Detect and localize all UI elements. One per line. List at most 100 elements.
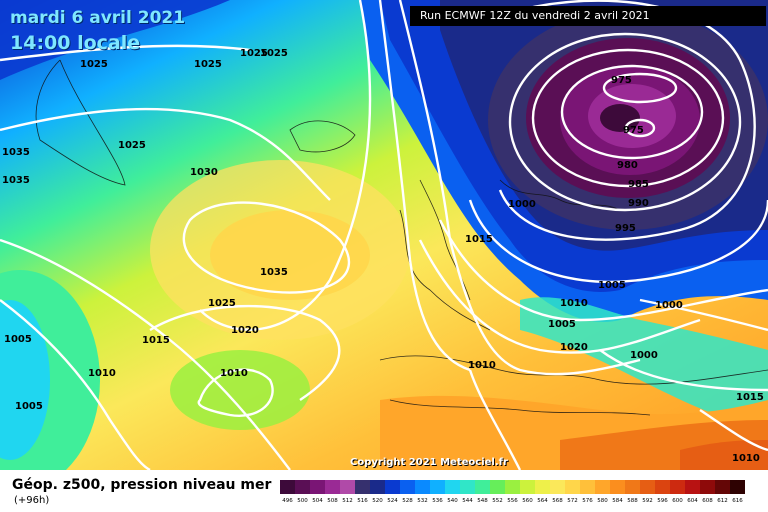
- color-scale-swatch: [580, 480, 595, 494]
- isobar-label: 1000: [508, 199, 536, 210]
- isobar-label: 1030: [190, 167, 218, 178]
- isobar-label: 1005: [4, 334, 32, 345]
- color-scale-swatch: [295, 480, 310, 494]
- isobar-label: 1035: [260, 267, 288, 278]
- color-scale-label: 520: [372, 498, 383, 504]
- isobar-label: 1015: [465, 234, 493, 245]
- color-scale-label: 600: [672, 498, 683, 504]
- isobar-label: 1015: [142, 335, 170, 346]
- color-scale-label: 580: [597, 498, 608, 504]
- color-scale-label: 568: [552, 498, 563, 504]
- isobar-label: 1025: [80, 59, 108, 70]
- isobar-label: 990: [628, 198, 649, 209]
- color-scale-label: 536: [432, 498, 443, 504]
- color-scale-label: 548: [477, 498, 488, 504]
- isobar-label: 1010: [468, 360, 496, 371]
- isobar-label: 1020: [231, 325, 259, 336]
- color-scale-swatch: [520, 480, 535, 494]
- color-scale-label: 544: [462, 498, 473, 504]
- color-scale-swatch: [595, 480, 610, 494]
- color-scale-swatch: [505, 480, 520, 494]
- color-scale-swatch: [550, 480, 565, 494]
- forecast-map: 975 975 980 985 990 995 1000 1005 1010 1…: [0, 0, 768, 470]
- color-scale-swatch: [385, 480, 400, 494]
- color-scale-swatch: [400, 480, 415, 494]
- color-scale-swatch: [715, 480, 730, 494]
- isobar-label: 975: [611, 75, 632, 86]
- isobar-label: 1010: [732, 453, 760, 464]
- color-scale-label: 560: [522, 498, 533, 504]
- color-scale-swatch: [700, 480, 715, 494]
- isobar-label: 1035: [2, 147, 30, 158]
- color-scale-swatch: [445, 480, 460, 494]
- color-scale-swatch: [670, 480, 685, 494]
- color-scale-label: 528: [402, 498, 413, 504]
- isobar-label: 1000: [630, 350, 658, 361]
- color-scale-swatch: [325, 480, 340, 494]
- color-scale-label: 532: [417, 498, 428, 504]
- run-info-box: Run ECMWF 12Z du vendredi 2 avril 2021: [410, 6, 766, 26]
- color-scale-label: 592: [642, 498, 653, 504]
- color-scale-swatch: [625, 480, 640, 494]
- color-scale-label: 512: [342, 498, 353, 504]
- color-scale-swatch: [475, 480, 490, 494]
- isobar-label: 1025: [118, 140, 146, 151]
- color-scale-swatch: [355, 480, 370, 494]
- product-title: Géop. z500, pression niveau mer: [12, 477, 272, 493]
- isobar-label: 1025: [260, 48, 288, 59]
- color-scale-label: 572: [567, 498, 578, 504]
- color-scale-label: 556: [507, 498, 518, 504]
- color-scale-swatch: [340, 480, 355, 494]
- forecast-time: 14:00 locale: [10, 32, 141, 54]
- color-scale-label: 516: [357, 498, 368, 504]
- isobar-label: 1000: [655, 300, 683, 311]
- color-scale: 496 500 504 508 512 516 520 524 528 532 536 540 544 5…: [280, 480, 745, 504]
- run-info-text: Run ECMWF 12Z du vendredi 2 avril 2021: [420, 9, 650, 22]
- color-scale-swatch: [610, 480, 625, 494]
- isobar-label: 1010: [88, 368, 116, 379]
- color-scale-swatch: [370, 480, 385, 494]
- isobar-label: 1010: [560, 298, 588, 309]
- isobar-label: 985: [628, 179, 649, 190]
- color-scale-swatch: [415, 480, 430, 494]
- isobar-label: 975: [623, 125, 644, 136]
- isobar-label: 980: [617, 160, 638, 171]
- color-scale-label: 616: [732, 498, 743, 504]
- isobar-labels: 975 975 980 985 990 995 1000 1005 1010 1…: [2, 48, 764, 464]
- isobar-label: 1005: [15, 401, 43, 412]
- color-scale-swatch: [535, 480, 550, 494]
- color-scale-swatch: [430, 480, 445, 494]
- color-scale-swatch: [490, 480, 505, 494]
- color-scale-swatch: [640, 480, 655, 494]
- isobar-label: 1015: [736, 392, 764, 403]
- color-scale-label: 552: [492, 498, 503, 504]
- color-scale-label: 584: [612, 498, 623, 504]
- color-scale-label: 576: [582, 498, 593, 504]
- color-scale-swatch: [460, 480, 475, 494]
- isobar-label: 995: [615, 223, 636, 234]
- isobar-label: 1035: [2, 175, 30, 186]
- color-scale-swatch: [565, 480, 580, 494]
- color-scale-label: 588: [627, 498, 638, 504]
- color-scale-label: 596: [657, 498, 668, 504]
- isobar-label: 1025: [240, 48, 268, 59]
- geopotential-field: [0, 0, 768, 470]
- color-scale-swatch: [730, 480, 745, 494]
- forecast-date: mardi 6 avril 2021: [10, 8, 186, 28]
- isobar-label: 1020: [560, 342, 588, 353]
- isobar-label: 1025: [208, 298, 236, 309]
- isobar-label: 1005: [598, 280, 626, 291]
- color-scale-label: 508: [327, 498, 338, 504]
- lead-time: (+96h): [14, 495, 50, 506]
- color-scale-label: 504: [312, 498, 323, 504]
- color-scale-swatch: [655, 480, 670, 494]
- isobar-label: 1005: [548, 319, 576, 330]
- color-scale-label: 608: [702, 498, 713, 504]
- copyright-text: Copyright 2021 Meteociel.fr: [350, 457, 508, 468]
- isobars: [0, 0, 768, 470]
- color-scale-label: 524: [387, 498, 398, 504]
- color-scale-label: 612: [717, 498, 728, 504]
- color-scale-label: 564: [537, 498, 548, 504]
- color-scale-swatch: [310, 480, 325, 494]
